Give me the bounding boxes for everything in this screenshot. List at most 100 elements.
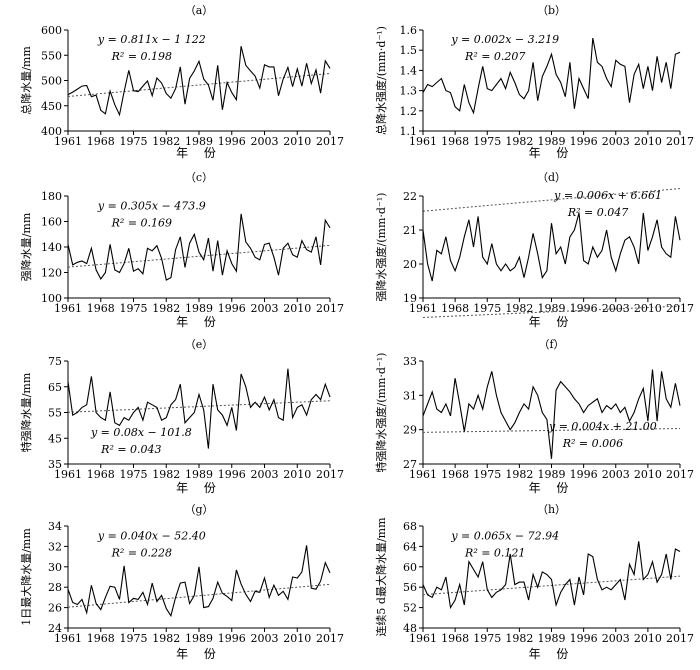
y-tick-label: 26 — [48, 602, 62, 615]
x-axis-title: 年 份 — [529, 481, 575, 495]
y-axis-title: 总降水强度/(mm·d⁻¹) — [374, 26, 388, 135]
x-tick-label: 1982 — [505, 632, 533, 645]
y-tick-label: 35 — [48, 458, 62, 471]
r-squared-label: R² = 0.169 — [111, 216, 172, 229]
x-tick-label: 1975 — [473, 135, 501, 148]
x-tick-label: 2017 — [666, 135, 694, 148]
x-tick-label: 1968 — [87, 632, 115, 645]
x-tick-label: 1961 — [54, 135, 82, 148]
y-tick-label: 45 — [48, 432, 62, 445]
trend-equation: y = 0.004x + 21.00 — [548, 420, 657, 433]
x-tick-label: 1989 — [185, 302, 213, 315]
x-tick-label: 1982 — [152, 632, 180, 645]
y-tick-label: 1.1 — [400, 125, 418, 138]
chart-panel-3: （c） 100 120 140 160 180 1961 1968 1975 1982 1989 19… — [19, 171, 344, 329]
x-tick-label: 2017 — [316, 632, 344, 645]
r-squared-label: R² = 0.121 — [464, 546, 525, 559]
y-axis-title: 强降水强度/(mm·d⁻¹) — [374, 193, 388, 302]
y-tick-label: 22 — [403, 190, 417, 203]
chart-panel-4: （d）1920212219611968197519821989199620032… — [374, 171, 694, 329]
x-tick-label: 1996 — [218, 468, 246, 481]
series-line — [67, 46, 331, 117]
y-tick-label: 34 — [48, 520, 62, 533]
x-axis-title: 年 份 — [529, 146, 575, 160]
chart-panel-2: （b） 1.1 1.2 1.3 1.4 1.5 1.6 1961 1968 1975 1982 198… — [374, 4, 694, 212]
x-tick-label: 1989 — [538, 632, 566, 645]
trend-line — [422, 575, 681, 596]
x-tick-label: 2017 — [316, 302, 344, 315]
chart-panel-7: （g） 24 26 28 30 32 34 1961 1968 1975 1982 1989 1996 2… — [19, 503, 344, 661]
chart-panel-5: （e） 35 45 55 65 75 1961 1968 1975 1982 1989 1996 200… — [19, 338, 344, 495]
trend-equation: y = 0.305x − 473.9 — [97, 199, 206, 212]
y-tick-label: 140 — [41, 241, 62, 254]
x-axis-title: 年 份 — [529, 647, 575, 661]
y-tick-label: 19 — [403, 292, 417, 305]
x-tick-label: 1982 — [505, 468, 533, 481]
y-tick-label: 24 — [48, 622, 62, 635]
x-tick-label: 1968 — [441, 302, 469, 315]
x-tick-label: 1989 — [185, 632, 213, 645]
y-tick-label: 500 — [41, 75, 62, 88]
y-tick-label: 32 — [48, 540, 62, 553]
x-tick-label: 2003 — [251, 632, 279, 645]
x-tick-label: 1989 — [538, 135, 566, 148]
x-tick-label: 2003 — [602, 468, 630, 481]
x-tick-label: 1961 — [409, 135, 437, 148]
x-tick-label: 1982 — [505, 135, 533, 148]
x-axis-title: 年 份 — [176, 146, 222, 160]
y-tick-label: 29 — [403, 424, 417, 437]
x-tick-label: 2017 — [666, 632, 694, 645]
y-tick-label: 28 — [48, 581, 62, 594]
y-tick-label: 60 — [403, 561, 417, 574]
r-squared-label: R² = 0.228 — [111, 546, 172, 559]
panel-label: （d） — [537, 171, 566, 184]
x-tick-label: 1961 — [409, 632, 437, 645]
y-tick-label: 100 — [41, 292, 62, 305]
x-tick-label: 2017 — [316, 135, 344, 148]
x-tick-label: 1961 — [54, 302, 82, 315]
series-line — [422, 37, 681, 115]
trend-equation: y = 0.040x − 52.40 — [97, 529, 206, 542]
y-tick-label: 55 — [48, 407, 62, 420]
x-tick-label: 1975 — [473, 468, 501, 481]
y-tick-label: 180 — [41, 190, 62, 203]
y-tick-label: 31 — [403, 389, 417, 402]
y-tick-label: 1.3 — [400, 85, 418, 98]
y-axis-title: 总降水量/mm — [19, 46, 33, 115]
y-tick-label: 600 — [41, 24, 62, 37]
panel-label: （e） — [185, 338, 214, 351]
x-tick-label: 1989 — [538, 302, 566, 315]
x-tick-label: 1996 — [570, 135, 598, 148]
y-tick-label: 550 — [41, 49, 62, 62]
x-tick-label: 2010 — [634, 302, 662, 315]
y-tick-label: 68 — [403, 520, 417, 533]
panel-label: （b） — [537, 4, 566, 17]
x-tick-label: 2010 — [283, 632, 311, 645]
y-tick-label: 400 — [41, 125, 62, 138]
x-tick-label: 2003 — [602, 135, 630, 148]
x-tick-label: 1968 — [87, 135, 115, 148]
x-tick-label: 2010 — [634, 135, 662, 148]
x-axis-title: 年 份 — [176, 647, 222, 661]
trend-line — [422, 305, 681, 318]
x-tick-label: 1975 — [120, 302, 148, 315]
y-tick-label: 1.5 — [400, 44, 418, 57]
series-line — [422, 212, 681, 282]
x-axis-title: 年 份 — [176, 481, 222, 495]
x-tick-label: 1989 — [538, 468, 566, 481]
r-squared-label: R² = 0.006 — [562, 437, 623, 450]
y-tick-label: 52 — [403, 602, 417, 615]
y-axis-title: 强降水量/mm — [19, 212, 33, 281]
x-tick-label: 1975 — [120, 632, 148, 645]
r-squared-label: R² = 0.043 — [100, 443, 161, 456]
x-tick-label: 1968 — [87, 302, 115, 315]
x-tick-label: 1996 — [570, 302, 598, 315]
x-tick-label: 1996 — [570, 632, 598, 645]
x-tick-label: 1996 — [570, 468, 598, 481]
chart-panel-1: （a） 400 450 500 550 600 1961 1968 1975 1982 1989 19… — [19, 4, 344, 160]
y-axis-title: 特强降水量/mm — [19, 372, 33, 452]
chart-panel-8: （h） 48 52 56 60 64 68 1961 1968 1975 1982 1989 1996 2… — [374, 503, 694, 661]
x-tick-label: 2003 — [251, 302, 279, 315]
y-tick-label: 48 — [403, 622, 417, 635]
x-tick-label: 2010 — [283, 468, 311, 481]
